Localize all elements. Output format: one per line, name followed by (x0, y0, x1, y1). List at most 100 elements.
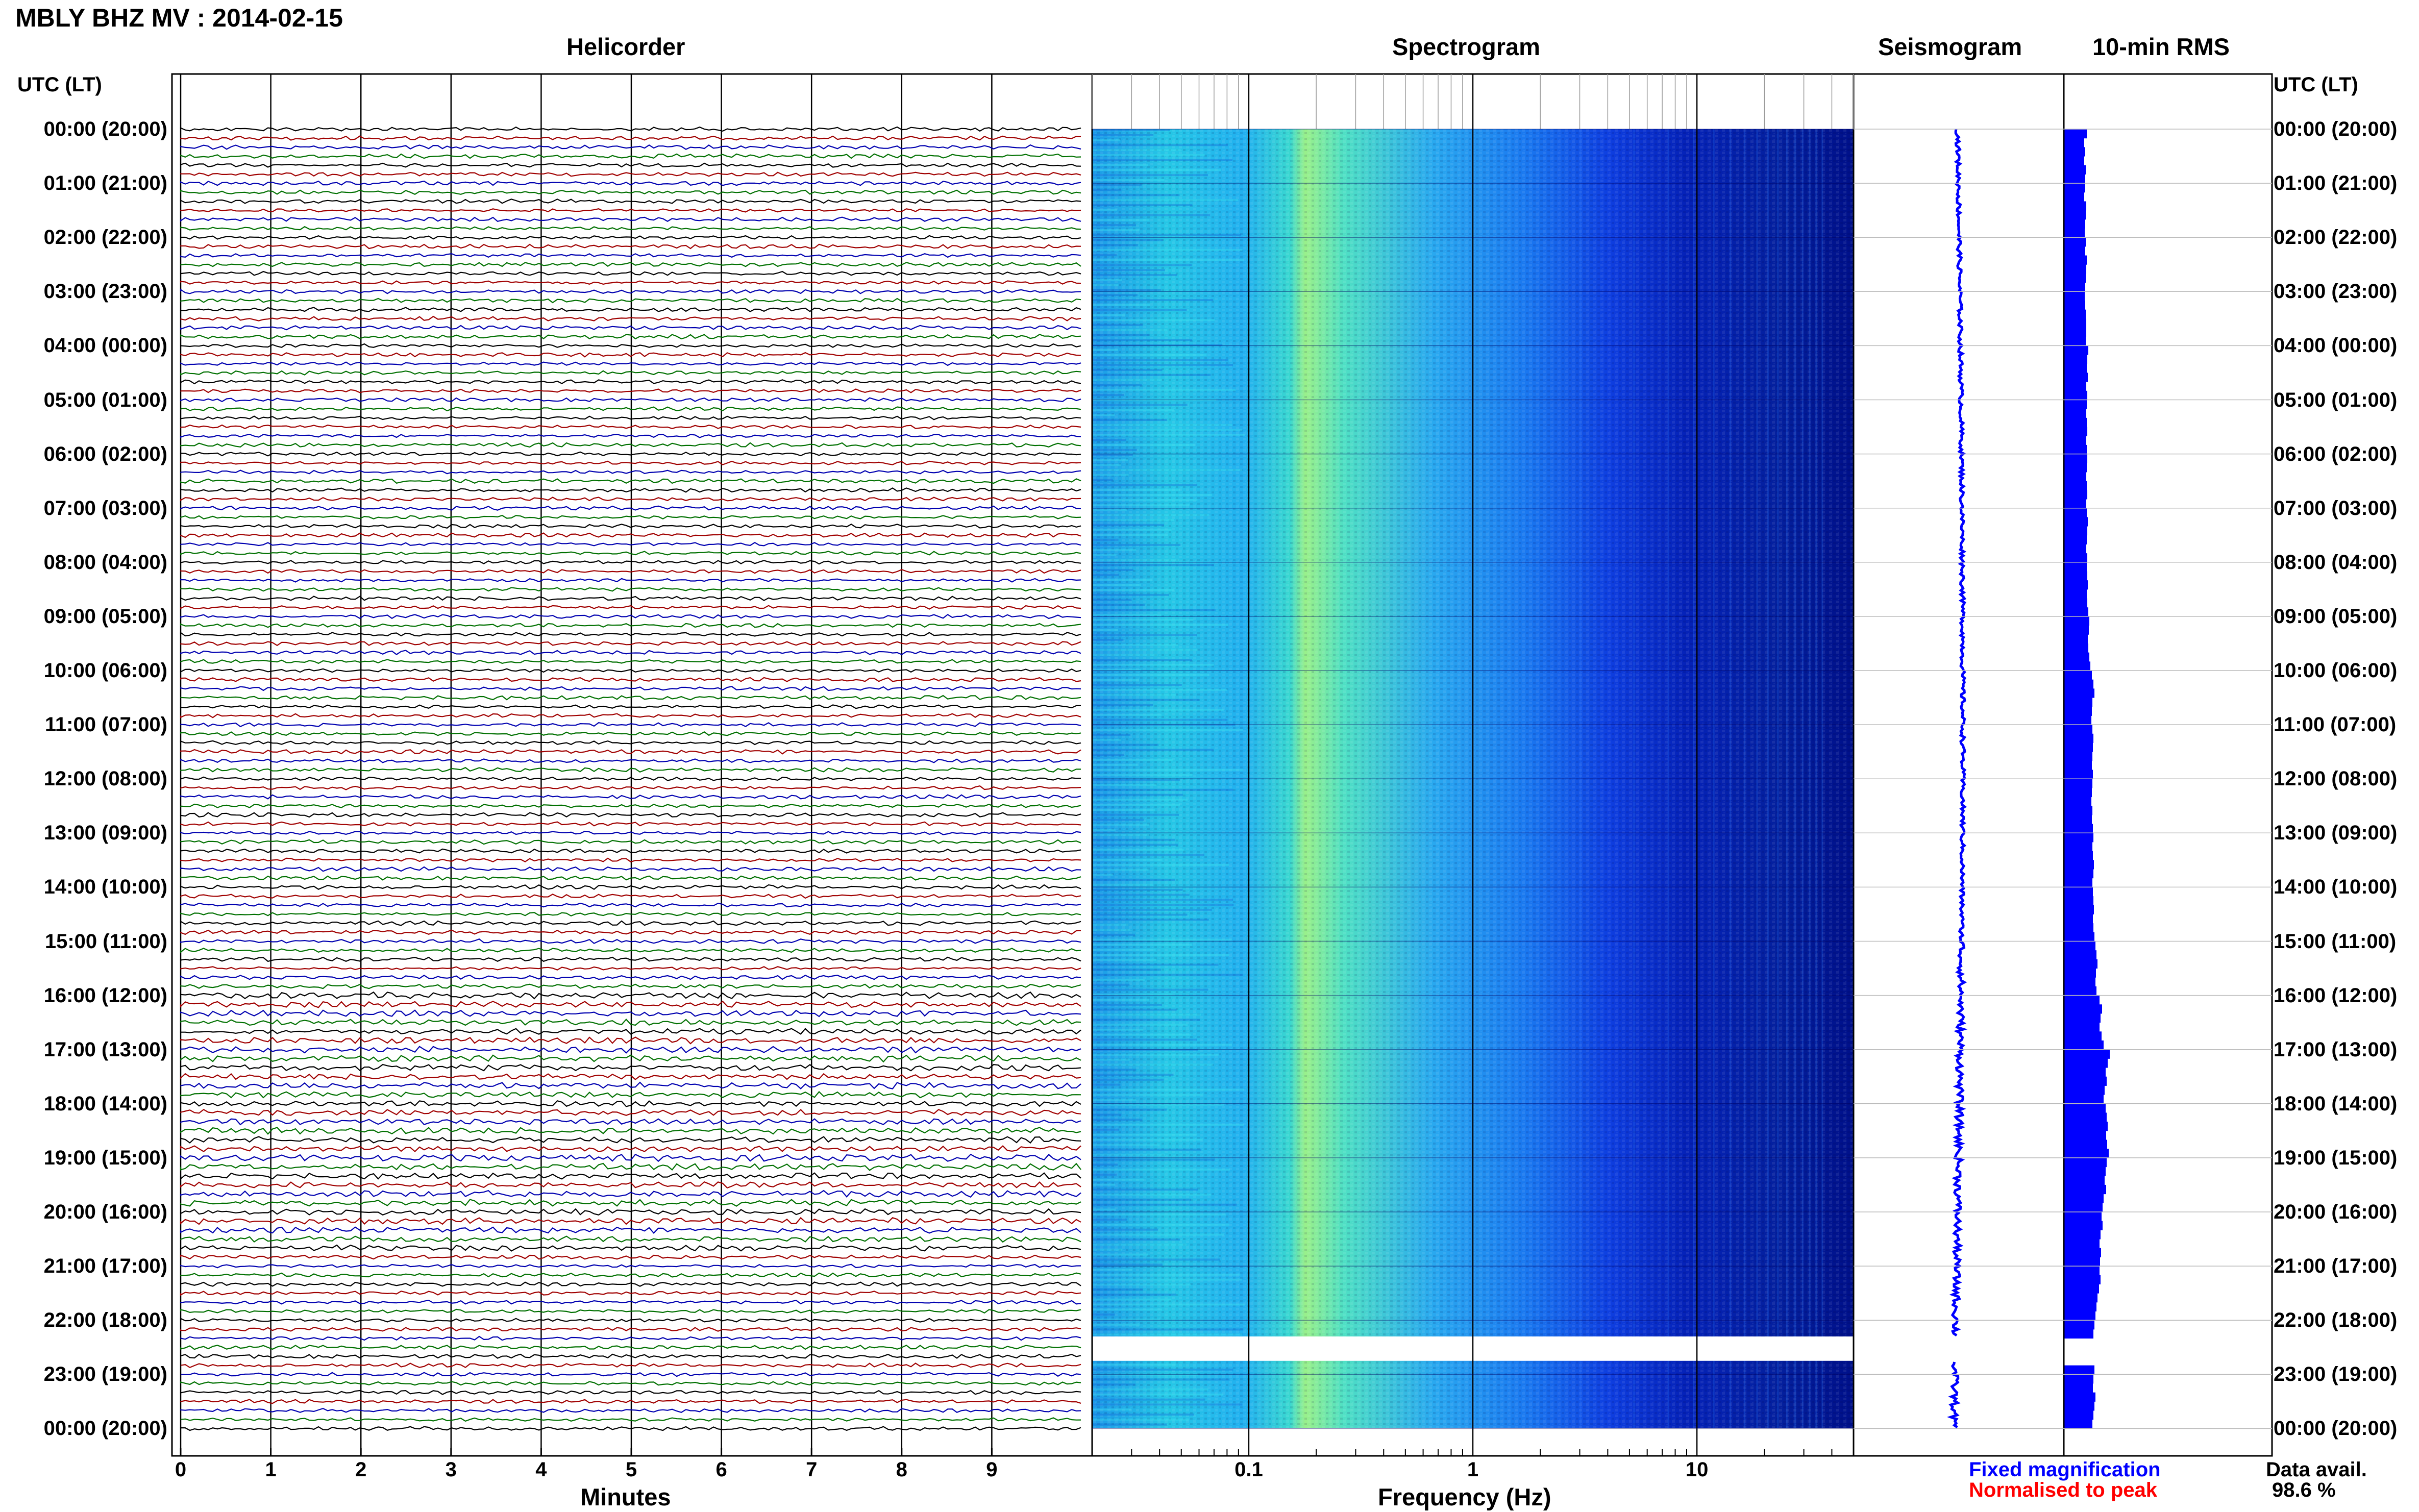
helicorder-trace (180, 803, 1081, 808)
rms-bar (2064, 968, 2096, 978)
spectrogram-band (1092, 129, 1170, 131)
spectrogram-harmonic-band (1794, 129, 1796, 1428)
spectrogram-band (1092, 444, 1195, 447)
rms-bar (2064, 1212, 2102, 1222)
spectrogram-band (1092, 799, 1188, 801)
spectrogram-band (1092, 819, 1144, 821)
rms-bar (2064, 652, 2089, 662)
rms-bar (2064, 905, 2094, 914)
rms-bar (2064, 436, 2086, 445)
rms-bar (2064, 309, 2086, 319)
spectrogram-band (1092, 399, 1216, 401)
spectrogram-band (1092, 944, 1192, 946)
rms-bar (2064, 806, 2092, 815)
spectrogram-band (1092, 499, 1198, 501)
spectrogram-band (1092, 1103, 1224, 1106)
helicorder-trace (180, 794, 1081, 800)
spectrogram-band (1092, 314, 1126, 316)
rms-bar (2064, 1275, 2101, 1284)
spectrogram-band (1092, 654, 1157, 656)
helicorder-trace (180, 857, 1081, 863)
spectrogram-band (1092, 568, 1133, 571)
helicorder-x-tick-label: 2 (355, 1458, 367, 1481)
rms-bar (2064, 833, 2093, 842)
helicorder-x-tick-label: 9 (986, 1458, 998, 1481)
spectrogram-band (1092, 1173, 1117, 1176)
spectrogram-band (1092, 1038, 1197, 1041)
spectrogram-band (1092, 643, 1178, 646)
rms-bar (2064, 373, 2088, 382)
left-axis-header: UTC (LT) (17, 73, 102, 96)
helicorder-trace (180, 451, 1081, 457)
spectrogram-band (1092, 194, 1180, 196)
rms-bar (2064, 255, 2087, 265)
helicorder-trace (180, 135, 1081, 141)
helicorder-trace (180, 487, 1081, 493)
rms-bar (2064, 706, 2092, 716)
rms-bar (2064, 869, 2093, 879)
right-time-label: 05:00 (01:00) (2274, 388, 2398, 411)
spectrogram-band (1092, 154, 1205, 156)
spectrogram-band (1092, 1128, 1120, 1131)
helicorder-trace (180, 731, 1081, 736)
left-time-label: 19:00 (15:00) (43, 1146, 167, 1169)
helicorder-trace (180, 1063, 1081, 1072)
right-time-label: 18:00 (14:00) (2274, 1092, 2398, 1115)
spectrogram-band (1092, 999, 1149, 1001)
spectrogram-band (1092, 309, 1187, 311)
seismogram-trace (1947, 129, 1968, 1429)
spectrogram-band (1092, 429, 1242, 431)
helicorder-trace (180, 722, 1081, 728)
rms-bar (2064, 336, 2086, 346)
helicorder-trace (180, 894, 1081, 899)
rms-bar (2064, 752, 2092, 761)
helicorder-trace (180, 144, 1081, 150)
spectrogram-band (1092, 1238, 1180, 1241)
helicorder-trace (180, 1090, 1081, 1099)
left-time-label: 12:00 (08:00) (43, 767, 167, 790)
helicorder-trace (180, 171, 1081, 177)
spectrogram-band (1092, 609, 1216, 611)
spectrogram-band (1092, 599, 1132, 601)
spectrogram-band (1092, 344, 1223, 346)
spectrogram-band (1092, 634, 1197, 636)
helicorder-trace (180, 1263, 1081, 1269)
spectrogram-band (1092, 679, 1140, 681)
spectrogram-band (1092, 969, 1161, 971)
spectrogram-band (1092, 179, 1165, 181)
helicorder-trace (180, 1417, 1081, 1422)
rms-bar (2064, 896, 2093, 906)
rms-bar (2064, 345, 2088, 355)
spectrogram-band (1092, 419, 1168, 422)
spectrogram-band (1092, 374, 1211, 376)
spectrogram-band (1092, 1423, 1167, 1426)
spectrogram-band (1092, 524, 1165, 526)
spectrogram-band (1092, 1414, 1194, 1416)
spectrogram-band (1092, 289, 1162, 291)
spectrogram-band (1092, 709, 1224, 711)
rms-bar (2064, 1068, 2106, 1077)
spectrogram-band (1092, 234, 1242, 236)
rms-bar (2064, 671, 2092, 680)
helicorder-trace (180, 153, 1081, 159)
helicorder-trace (180, 1299, 1081, 1305)
helicorder-trace (180, 243, 1081, 250)
spectrogram-band (1092, 718, 1228, 721)
helicorder-trace (180, 199, 1081, 204)
rms-bar (2064, 995, 2100, 1005)
spectrogram-harmonic-band (1713, 129, 1715, 1428)
rms-bar (2064, 562, 2087, 572)
right-time-label: 09:00 (05:00) (2274, 605, 2398, 628)
spectrogram-band (1092, 359, 1228, 361)
legend-normalised-to-peak: Normalised to peak (1969, 1479, 2158, 1501)
spectrogram-harmonic-band (1633, 129, 1635, 1428)
rms-bar (2064, 824, 2093, 833)
helicorder-trace (180, 1353, 1081, 1359)
left-time-label: 17:00 (13:00) (43, 1038, 167, 1061)
spectrogram-band (1092, 1408, 1131, 1411)
right-time-label: 00:00 (20:00) (2274, 1417, 2398, 1440)
helicorder-x-tick-label: 3 (445, 1458, 457, 1481)
rms-bar (2064, 1157, 2107, 1168)
rms-bar (2064, 1311, 2095, 1321)
spectrogram-band (1092, 1069, 1137, 1071)
